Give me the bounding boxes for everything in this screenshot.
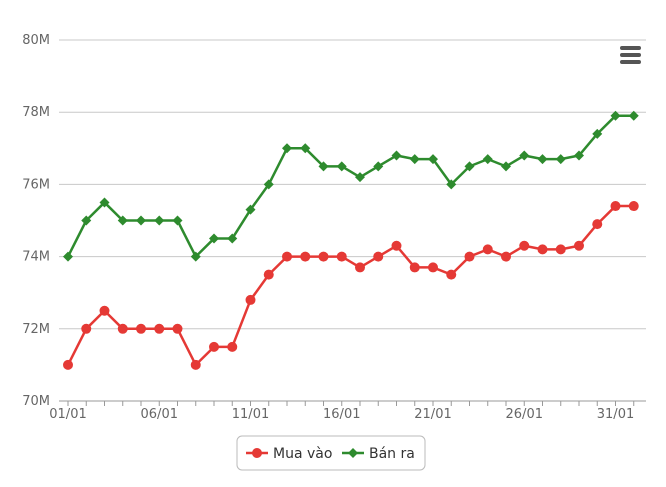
- data-point[interactable]: [245, 294, 256, 305]
- data-point[interactable]: [318, 161, 329, 172]
- data-point[interactable]: [190, 359, 201, 370]
- series-line: [66, 114, 634, 258]
- legend-item[interactable]: Mua vào: [246, 446, 332, 462]
- x-tick-label: 31/01: [597, 407, 634, 422]
- data-point[interactable]: [501, 161, 511, 172]
- data-point[interactable]: [136, 323, 146, 334]
- data-point[interactable]: [610, 201, 621, 212]
- series-layer: [63, 110, 639, 370]
- x-tick-label: 11/01: [232, 407, 269, 422]
- axis-layer: 70M 72M 74M 76M 78M 80M 01/01 06/01 11/01 16/01 21…: [22, 33, 646, 422]
- y-tick-label: 70M: [22, 394, 50, 409]
- data-point[interactable]: [555, 154, 566, 165]
- data-point[interactable]: [555, 244, 566, 255]
- data-point[interactable]: [537, 154, 548, 165]
- data-point[interactable]: [482, 154, 493, 165]
- series-1: [63, 110, 639, 262]
- data-point[interactable]: [63, 251, 73, 262]
- data-point[interactable]: [99, 197, 110, 208]
- data-point[interactable]: [446, 179, 457, 190]
- data-point[interactable]: [391, 150, 402, 161]
- data-point[interactable]: [391, 240, 402, 251]
- data-point[interactable]: [154, 323, 165, 334]
- y-tick-label: 78M: [22, 105, 50, 120]
- legend-label: Mua vào: [273, 446, 332, 462]
- legend-item[interactable]: Bán ra: [342, 446, 415, 462]
- data-point[interactable]: [537, 244, 548, 255]
- y-tick-label: 80M: [22, 33, 50, 48]
- data-point[interactable]: [63, 359, 73, 370]
- data-point[interactable]: [501, 251, 511, 262]
- x-tick-label: 26/01: [506, 407, 543, 422]
- data-point[interactable]: [574, 150, 584, 161]
- legend-marker: [252, 448, 262, 458]
- data-point[interactable]: [81, 215, 92, 226]
- data-point[interactable]: [209, 233, 219, 244]
- y-tick-label: 76M: [22, 177, 50, 192]
- x-tick-label: 16/01: [323, 407, 360, 422]
- data-point[interactable]: [300, 251, 311, 262]
- data-point[interactable]: [628, 110, 639, 121]
- x-tick-label: 21/01: [414, 407, 451, 422]
- data-point[interactable]: [336, 251, 347, 262]
- data-point[interactable]: [355, 172, 365, 183]
- data-point[interactable]: [373, 161, 384, 172]
- data-point[interactable]: [117, 323, 128, 334]
- data-point[interactable]: [190, 251, 201, 262]
- data-point[interactable]: [263, 179, 274, 190]
- data-point[interactable]: [227, 233, 238, 244]
- data-point[interactable]: [154, 215, 165, 226]
- data-point[interactable]: [227, 341, 238, 352]
- data-point[interactable]: [373, 251, 384, 262]
- data-point[interactable]: [428, 262, 438, 273]
- legend-label: Bán ra: [369, 446, 415, 462]
- legend-box: [236, 435, 426, 471]
- data-point[interactable]: [574, 240, 584, 251]
- x-tick-label: 06/01: [141, 407, 178, 422]
- chart-legend: Mua vào Bán ra: [236, 435, 426, 471]
- data-point[interactable]: [446, 269, 457, 280]
- data-point[interactable]: [519, 240, 530, 251]
- data-point[interactable]: [245, 204, 256, 215]
- data-point[interactable]: [81, 323, 92, 334]
- data-point[interactable]: [519, 150, 530, 161]
- data-point[interactable]: [282, 143, 292, 154]
- data-point[interactable]: [209, 341, 219, 352]
- data-point[interactable]: [172, 215, 183, 226]
- data-point[interactable]: [464, 161, 475, 172]
- data-point[interactable]: [117, 215, 128, 226]
- data-point[interactable]: [336, 161, 347, 172]
- series-line: [66, 204, 634, 367]
- y-tick-label: 72M: [22, 322, 50, 337]
- data-point[interactable]: [482, 244, 493, 255]
- data-point[interactable]: [263, 269, 274, 280]
- data-point[interactable]: [409, 154, 420, 165]
- data-point[interactable]: [409, 262, 420, 273]
- data-point[interactable]: [282, 251, 292, 262]
- hamburger-menu-icon[interactable]: [620, 46, 641, 64]
- chart-menu-button[interactable]: [616, 42, 644, 68]
- legend-marker: [348, 448, 358, 458]
- data-point[interactable]: [610, 110, 621, 121]
- data-point[interactable]: [428, 154, 438, 165]
- series-0: [63, 201, 639, 370]
- data-point[interactable]: [99, 305, 110, 316]
- data-point[interactable]: [172, 323, 183, 334]
- data-point[interactable]: [592, 219, 603, 230]
- grid-layer: [59, 39, 646, 330]
- x-tick-label: 01/01: [49, 407, 86, 422]
- data-point[interactable]: [464, 251, 475, 262]
- y-tick-label: 74M: [22, 250, 50, 265]
- data-point[interactable]: [355, 262, 365, 273]
- data-point[interactable]: [628, 201, 639, 212]
- data-point[interactable]: [136, 215, 146, 226]
- data-point[interactable]: [318, 251, 329, 262]
- data-point[interactable]: [592, 128, 603, 139]
- data-point[interactable]: [300, 143, 311, 154]
